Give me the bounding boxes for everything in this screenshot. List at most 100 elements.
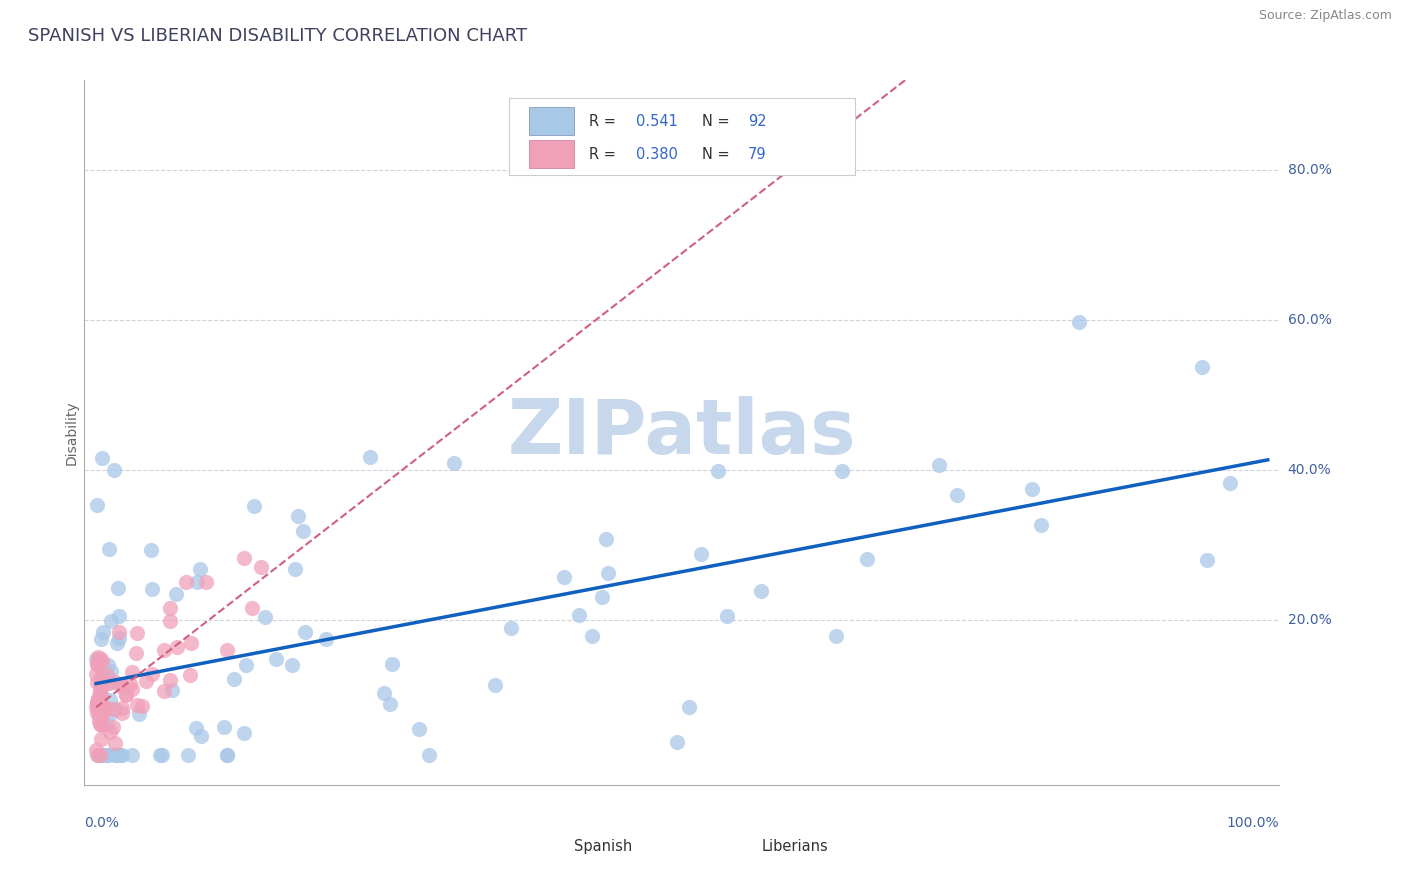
- Point: [188, 562, 211, 576]
- Point: [125, 646, 148, 660]
- Point: [89, 702, 111, 716]
- Point: [287, 509, 309, 524]
- Point: [93, 699, 115, 714]
- Text: Liberians: Liberians: [762, 839, 828, 855]
- Point: [90, 731, 112, 746]
- Point: [378, 698, 401, 712]
- Point: [105, 747, 128, 762]
- Point: [581, 629, 603, 643]
- Point: [86, 674, 108, 689]
- Text: 60.0%: 60.0%: [1288, 313, 1331, 327]
- Point: [141, 666, 163, 681]
- Point: [678, 700, 700, 714]
- Point: [90, 687, 112, 701]
- Text: 40.0%: 40.0%: [1288, 463, 1331, 477]
- Point: [108, 608, 131, 623]
- Text: R =: R =: [589, 113, 620, 128]
- Text: Spanish: Spanish: [575, 839, 633, 855]
- Text: SPANISH VS LIBERIAN DISABILITY CORRELATION CHART: SPANISH VS LIBERIAN DISABILITY CORRELATI…: [28, 27, 527, 45]
- Point: [97, 657, 120, 672]
- Point: [100, 693, 122, 707]
- Point: [135, 674, 157, 689]
- Point: [96, 701, 118, 715]
- Point: [89, 698, 111, 713]
- Point: [121, 665, 143, 680]
- Point: [111, 680, 134, 694]
- Point: [91, 450, 114, 465]
- Point: [87, 691, 110, 706]
- Point: [96, 747, 118, 762]
- Point: [381, 657, 404, 672]
- Point: [111, 747, 134, 762]
- Point: [1195, 553, 1218, 567]
- Point: [215, 747, 238, 762]
- Point: [690, 547, 713, 561]
- Point: [128, 706, 150, 721]
- Point: [87, 702, 110, 716]
- Point: [359, 450, 381, 464]
- Point: [90, 696, 112, 710]
- Point: [120, 676, 142, 690]
- Point: [499, 621, 522, 635]
- Point: [946, 488, 969, 502]
- Text: 20.0%: 20.0%: [1288, 613, 1331, 627]
- Point: [179, 668, 201, 682]
- Point: [90, 632, 112, 647]
- Point: [595, 532, 617, 546]
- Point: [125, 698, 148, 712]
- Point: [1067, 315, 1090, 329]
- Point: [1021, 482, 1043, 496]
- Point: [243, 499, 266, 513]
- Point: [86, 695, 108, 709]
- Text: R =: R =: [589, 147, 620, 161]
- Point: [408, 723, 430, 737]
- Point: [108, 631, 131, 645]
- Point: [264, 652, 287, 666]
- Point: [232, 726, 254, 740]
- Point: [160, 682, 183, 697]
- Point: [125, 626, 148, 640]
- Point: [100, 725, 122, 739]
- Text: 92: 92: [748, 113, 766, 128]
- FancyBboxPatch shape: [711, 837, 749, 857]
- Point: [97, 747, 120, 762]
- FancyBboxPatch shape: [509, 98, 855, 176]
- Point: [90, 671, 112, 685]
- Point: [100, 615, 122, 629]
- Point: [86, 667, 108, 681]
- Point: [222, 672, 245, 686]
- Point: [87, 653, 110, 667]
- Point: [90, 676, 112, 690]
- Point: [174, 575, 197, 590]
- Point: [89, 708, 111, 723]
- Point: [103, 720, 125, 734]
- Point: [89, 716, 111, 731]
- Point: [91, 669, 114, 683]
- Point: [87, 747, 110, 762]
- Point: [443, 456, 465, 470]
- Point: [91, 747, 114, 762]
- Point: [86, 657, 108, 671]
- Point: [831, 464, 853, 478]
- Point: [115, 688, 138, 702]
- Point: [100, 706, 122, 721]
- Text: ZIPatlas: ZIPatlas: [508, 396, 856, 469]
- Point: [1191, 359, 1213, 374]
- Point: [159, 600, 181, 615]
- Text: N =: N =: [702, 113, 734, 128]
- Point: [90, 680, 112, 694]
- Point: [86, 706, 108, 721]
- Point: [176, 747, 198, 762]
- Point: [250, 560, 273, 574]
- Point: [254, 610, 277, 624]
- Point: [87, 650, 110, 665]
- Point: [707, 464, 730, 478]
- Point: [141, 582, 163, 597]
- Text: 0.380: 0.380: [637, 147, 678, 161]
- Point: [97, 675, 120, 690]
- Point: [184, 722, 207, 736]
- Point: [86, 499, 108, 513]
- Point: [96, 717, 118, 731]
- Point: [233, 551, 256, 566]
- Point: [716, 609, 738, 624]
